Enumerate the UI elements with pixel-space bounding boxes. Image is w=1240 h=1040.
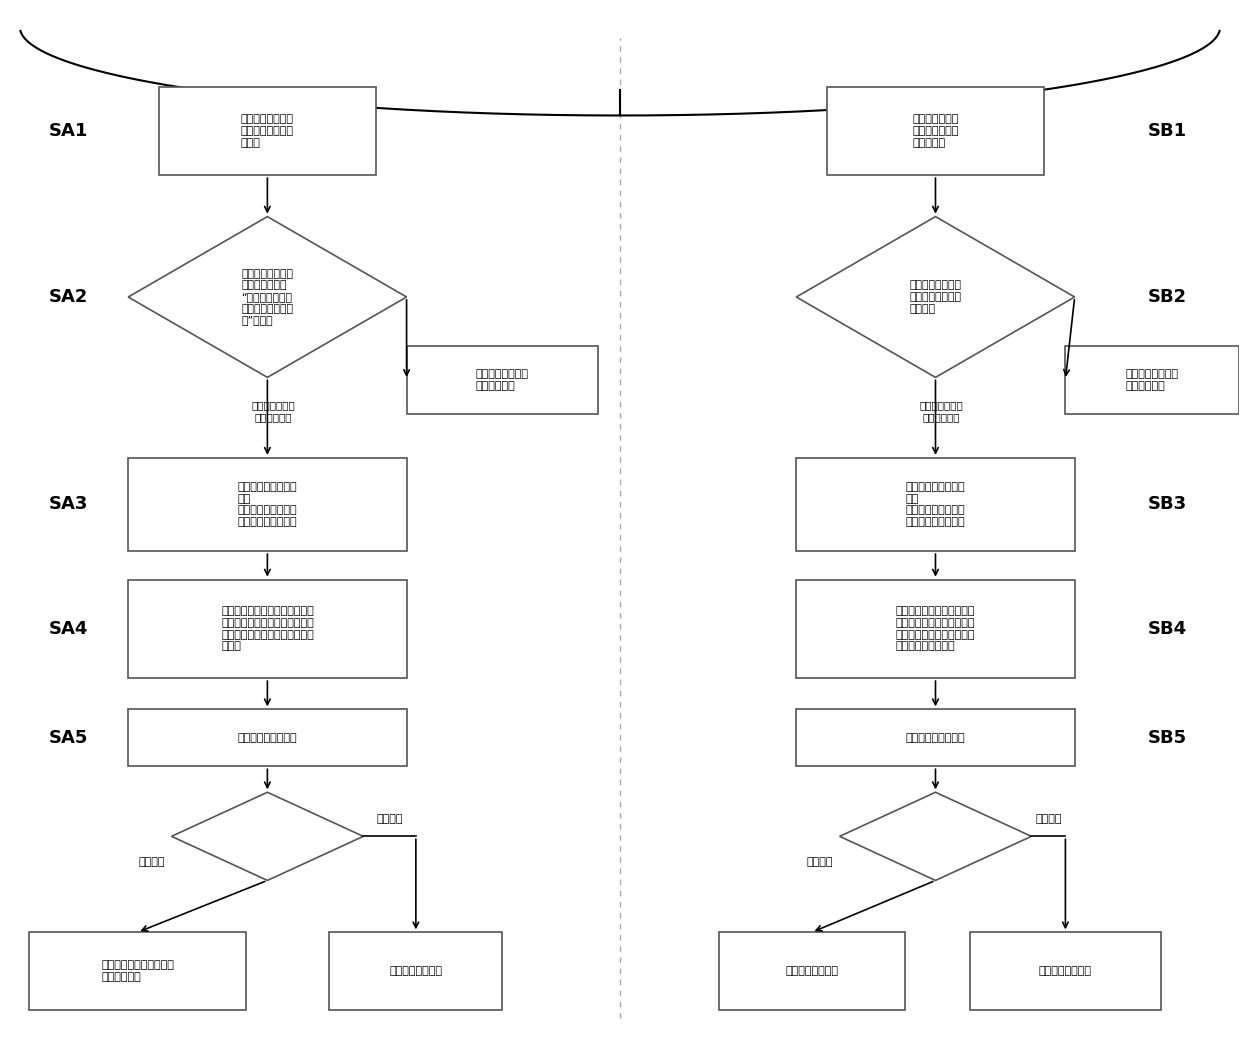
Text: 判定线路开关分位、线路停电，
可控部分并接开关状态正常且为
分位，控制器发出合闸并接开关
的命令: 判定线路开关分位、线路停电， 可控部分并接开关状态正常且为 分位，控制器发出合闸…: [221, 606, 314, 651]
Polygon shape: [171, 792, 363, 881]
Text: 线路开关处于合闸
位置，且未收到
“控制开关分闸失
败，跳两侧线路开
关”的信号: 线路开关处于合闸 位置，且未收到 “控制开关分闸失 败，跳两侧线路开 关”的信号: [242, 268, 294, 326]
Text: SA2: SA2: [48, 288, 88, 306]
FancyBboxPatch shape: [128, 458, 407, 551]
Text: 线路停电操作结束，允许
线路开关合闸: 线路停电操作结束，允许 线路开关合闸: [100, 960, 174, 982]
Text: SA1: SA1: [48, 122, 88, 140]
Text: 分闸成功: 分闸成功: [807, 857, 833, 867]
Text: 合闸成功: 合闸成功: [139, 857, 165, 867]
Text: SB1: SB1: [1147, 122, 1187, 140]
Text: 满足条件，线路
开关分闸成功: 满足条件，线路 开关分闸成功: [252, 400, 295, 422]
Text: 满足条件，线路
开关合闸成功: 满足条件，线路 开关合闸成功: [920, 400, 963, 422]
Text: 分闸失败: 分闸失败: [1035, 814, 1061, 824]
Text: 判定线路开关合位、线路带
电，可控部分并接开关状态
正常且为合位，控制器发出
分闸并接开关的命令: 判定线路开关合位、线路带 电，可控部分并接开关状态 正常且为合位，控制器发出 分…: [895, 606, 975, 651]
FancyBboxPatch shape: [128, 709, 407, 766]
FancyBboxPatch shape: [827, 87, 1044, 175]
Text: SB5: SB5: [1147, 729, 1187, 747]
Text: 监测线路状态，判据
为：
线路电压小于定值、
且线路电流小于定值: 监测线路状态，判据 为： 线路电压小于定值、 且线路电流小于定值: [238, 483, 298, 527]
Text: 线路带电操作结束: 线路带电操作结束: [785, 966, 838, 977]
Text: 监测并接开关的状态: 监测并接开关的状态: [238, 733, 298, 743]
Text: 不满足条件，线路
开关合闸失败: 不满足条件，线路 开关合闸失败: [1126, 369, 1178, 391]
FancyBboxPatch shape: [407, 346, 599, 414]
FancyBboxPatch shape: [719, 932, 904, 1010]
Text: 跳开两侧线路开关: 跳开两侧线路开关: [1039, 966, 1092, 977]
Text: SA5: SA5: [48, 729, 88, 747]
FancyBboxPatch shape: [796, 458, 1075, 551]
Text: 闭锁线路开关合闸: 闭锁线路开关合闸: [389, 966, 443, 977]
Text: 收到线路开关控
制系统的线路开
关合闸命令: 收到线路开关控 制系统的线路开 关合闸命令: [913, 114, 959, 148]
Text: 监测线路状态，判据
为：
线路电压大于定值、
或线路电流大于定值: 监测线路状态，判据 为： 线路电压大于定值、 或线路电流大于定值: [905, 483, 965, 527]
FancyBboxPatch shape: [796, 709, 1075, 766]
Text: SA3: SA3: [48, 495, 88, 514]
Text: SA4: SA4: [48, 620, 88, 638]
Text: 收到线路开关控制
系统的线路开关分
闸命令: 收到线路开关控制 系统的线路开关分 闸命令: [241, 114, 294, 148]
FancyBboxPatch shape: [970, 932, 1162, 1010]
Text: SB2: SB2: [1147, 288, 1187, 306]
Text: 线路开关处于分闸
位置，且控制开关
合闸成功: 线路开关处于分闸 位置，且控制开关 合闸成功: [909, 281, 961, 314]
Polygon shape: [839, 792, 1032, 881]
Text: SB4: SB4: [1147, 620, 1187, 638]
FancyBboxPatch shape: [330, 932, 502, 1010]
FancyBboxPatch shape: [30, 932, 246, 1010]
Polygon shape: [796, 216, 1075, 378]
Polygon shape: [128, 216, 407, 378]
Text: 合闸失败: 合闸失败: [376, 814, 403, 824]
FancyBboxPatch shape: [128, 579, 407, 678]
FancyBboxPatch shape: [1065, 346, 1239, 414]
FancyBboxPatch shape: [159, 87, 376, 175]
Text: 不满足条件，线路
开关分闸失败: 不满足条件，线路 开关分闸失败: [476, 369, 529, 391]
Text: 监测并接开关的状态: 监测并接开关的状态: [905, 733, 965, 743]
Text: SB3: SB3: [1147, 495, 1187, 514]
FancyBboxPatch shape: [796, 579, 1075, 678]
